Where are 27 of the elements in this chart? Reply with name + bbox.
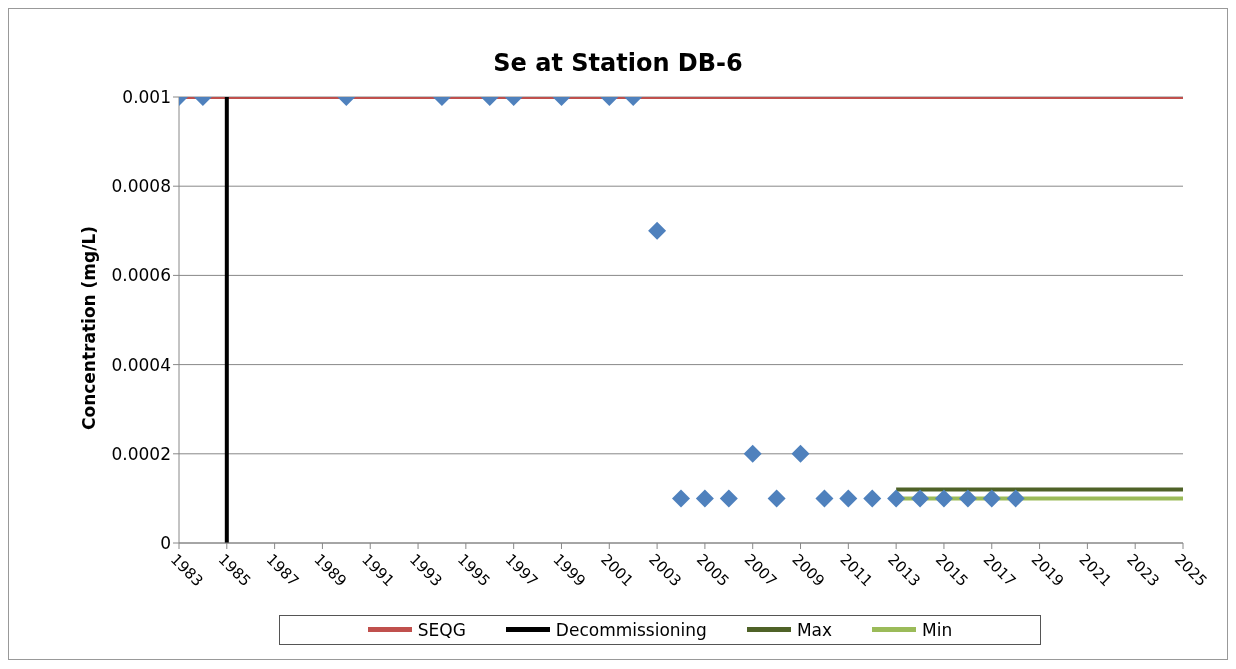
legend-label: SEQG: [417, 620, 466, 640]
point: [839, 489, 858, 508]
point: [767, 489, 786, 508]
point: [815, 489, 834, 508]
y-tick-label: 0.0008: [111, 176, 171, 197]
point: [1006, 489, 1025, 508]
point: [958, 489, 977, 508]
point: [719, 489, 738, 508]
y-tick-label: 0: [160, 533, 171, 554]
y-tick-label: 0.001: [122, 87, 171, 108]
point: [887, 489, 906, 508]
point: [982, 489, 1001, 508]
legend-label: Decommissioning: [555, 620, 707, 640]
point: [695, 489, 714, 508]
legend-label: Min: [922, 620, 953, 640]
point: [911, 489, 930, 508]
point: [672, 489, 690, 508]
point: [791, 444, 810, 463]
y-tick-label: 0.0006: [111, 265, 171, 286]
y-tick-label: 0.0004: [111, 354, 171, 375]
y-tick-label: 0.0002: [111, 443, 171, 464]
legend-label: Max: [796, 620, 833, 640]
y-axis-title: Concentration (mg/L): [79, 225, 100, 430]
point: [934, 489, 953, 508]
point: [863, 489, 882, 508]
point: [743, 444, 762, 463]
chart-title: Se at Station DB-6: [492, 49, 744, 79]
